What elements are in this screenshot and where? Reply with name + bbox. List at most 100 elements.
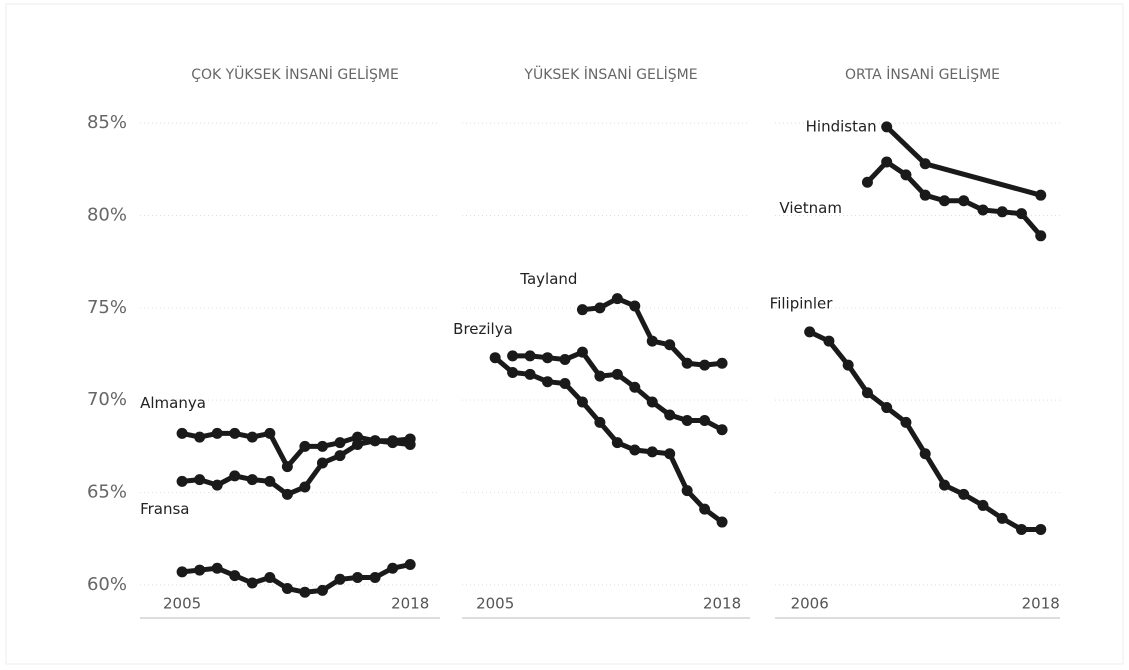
series-label: Tayland — [519, 270, 577, 288]
point — [211, 479, 223, 491]
series-label: Fransa — [140, 500, 189, 518]
series-line — [884, 125, 1042, 198]
x-tick-label: 2018 — [1022, 595, 1060, 613]
panel-title: ÇOK YÜKSEK İNSANİ GELİŞME — [191, 65, 399, 83]
point — [881, 121, 893, 133]
point — [404, 438, 416, 450]
point — [664, 339, 676, 351]
panel-title: ORTA İNSANİ GELİŞME — [845, 65, 1000, 83]
point — [900, 416, 912, 428]
point — [681, 414, 693, 426]
y-tick-label: 60% — [87, 574, 127, 595]
point — [281, 461, 293, 473]
point — [387, 562, 399, 574]
point — [404, 559, 416, 571]
point — [611, 368, 623, 380]
series-label: Vietnam — [779, 199, 842, 217]
point — [958, 488, 970, 500]
point — [842, 359, 854, 371]
point — [576, 304, 588, 316]
point — [229, 470, 241, 482]
point — [1015, 208, 1027, 220]
x-tick-label: 2005 — [163, 595, 201, 613]
point — [246, 577, 258, 589]
point — [629, 381, 641, 393]
point — [919, 448, 931, 460]
point — [996, 512, 1008, 524]
point — [281, 488, 293, 500]
point — [334, 573, 346, 585]
point — [823, 335, 835, 347]
point — [861, 176, 873, 188]
y-tick-label: 80% — [87, 204, 127, 225]
point — [352, 571, 364, 583]
point — [576, 346, 588, 358]
point — [299, 586, 311, 598]
x-tick-label: 2018 — [391, 595, 429, 613]
point — [576, 396, 588, 408]
point — [699, 414, 711, 426]
point — [559, 378, 571, 390]
point — [176, 427, 188, 439]
point — [334, 450, 346, 462]
series-label: Hindistan — [806, 117, 877, 135]
point — [387, 437, 399, 449]
point — [1035, 189, 1047, 201]
series-label: Filipinler — [770, 294, 834, 312]
point — [977, 204, 989, 216]
point — [281, 583, 293, 595]
point — [629, 300, 641, 312]
point — [681, 485, 693, 497]
point — [716, 357, 728, 369]
point — [996, 206, 1008, 218]
point — [1015, 523, 1027, 535]
y-tick-label: 85% — [87, 112, 127, 133]
point — [264, 427, 276, 439]
point — [334, 437, 346, 449]
point — [646, 335, 658, 347]
point — [229, 427, 241, 439]
point — [264, 571, 276, 583]
point — [194, 431, 206, 443]
point — [316, 440, 328, 452]
point — [352, 438, 364, 450]
point — [524, 368, 536, 380]
point — [211, 427, 223, 439]
point — [919, 189, 931, 201]
x-tick-label: 2006 — [791, 595, 829, 613]
point — [316, 584, 328, 596]
point — [861, 387, 873, 399]
series-line — [865, 159, 1043, 238]
y-tick-label: 70% — [87, 389, 127, 410]
point — [646, 396, 658, 408]
point — [938, 195, 950, 207]
series-label: Almanya — [140, 394, 206, 412]
point — [194, 564, 206, 576]
point — [716, 424, 728, 436]
point — [176, 475, 188, 487]
point — [958, 195, 970, 207]
point — [507, 366, 519, 378]
point — [316, 457, 328, 469]
point — [699, 503, 711, 515]
point — [299, 481, 311, 493]
point — [489, 352, 501, 364]
point — [264, 475, 276, 487]
point — [299, 440, 311, 452]
point — [594, 416, 606, 428]
point — [559, 354, 571, 366]
y-tick-label: 65% — [87, 482, 127, 503]
x-tick-label: 2005 — [476, 595, 514, 613]
point — [246, 474, 258, 486]
frame — [5, 3, 1124, 665]
x-tick-label: 2018 — [703, 595, 741, 613]
point — [542, 376, 554, 388]
point — [594, 370, 606, 382]
series-label: Brezilya — [453, 320, 513, 338]
point — [1035, 230, 1047, 242]
point — [246, 431, 258, 443]
point — [699, 359, 711, 371]
point — [664, 409, 676, 421]
point — [977, 499, 989, 511]
